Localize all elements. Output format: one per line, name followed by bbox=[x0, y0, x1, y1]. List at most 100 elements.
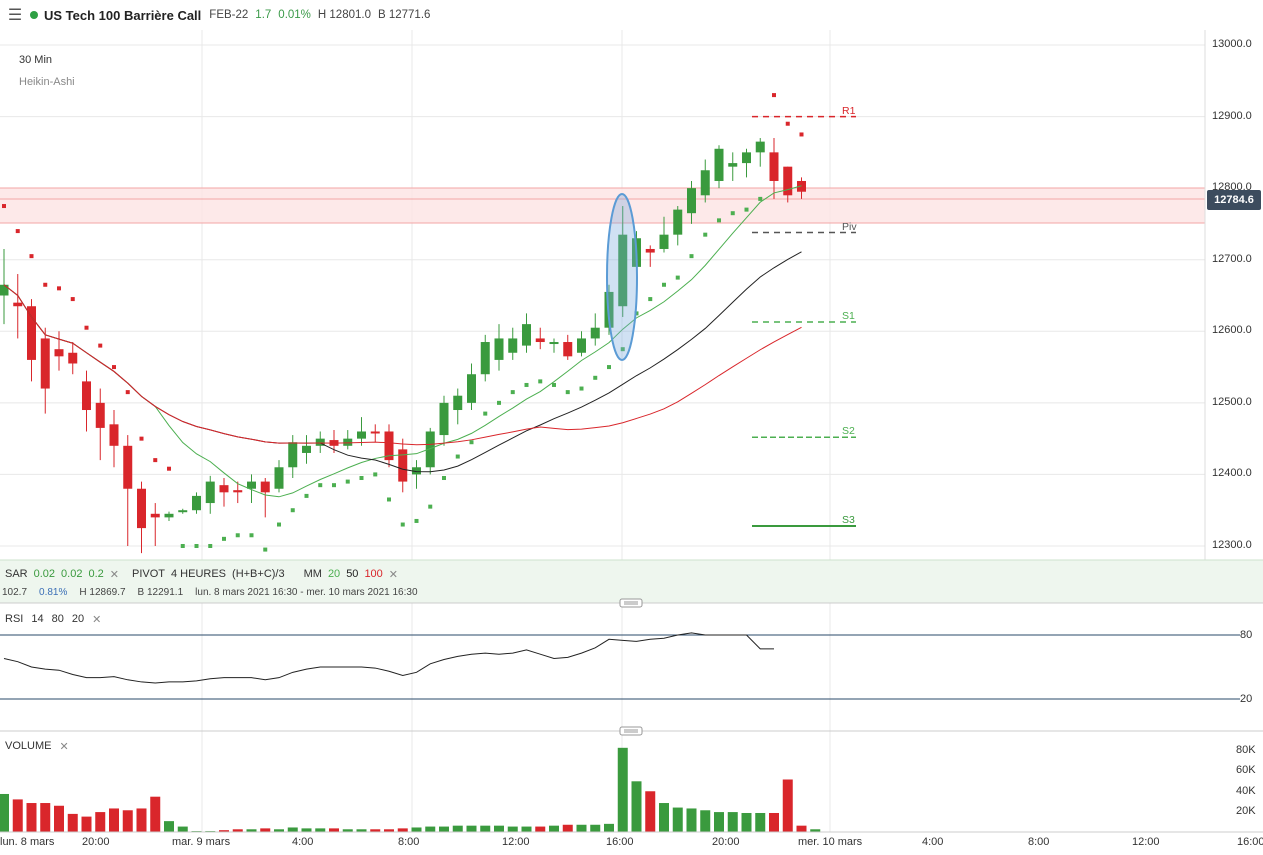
time-axis-label: 16:00 bbox=[1237, 836, 1263, 848]
volume-bar bbox=[315, 828, 326, 832]
sar-dot bbox=[510, 390, 515, 395]
sar-dot bbox=[648, 297, 653, 302]
volume-bar bbox=[26, 803, 37, 832]
volume-bar bbox=[384, 829, 394, 832]
change-value: 1.7 bbox=[255, 9, 272, 21]
pivot-name: PIVOT bbox=[131, 568, 165, 580]
time-axis-label: 20:00 bbox=[712, 836, 740, 848]
pivot-indicator-chip[interactable]: PIVOT 4 HEURES (H+B+C)/3 bbox=[126, 566, 296, 582]
resize-handle[interactable] bbox=[619, 726, 643, 736]
sar-dot bbox=[730, 211, 735, 216]
price-axis-label: 12400.0 bbox=[1212, 467, 1252, 480]
volume-level-label: 20K bbox=[1236, 804, 1256, 817]
hamburger-icon[interactable]: ☰ bbox=[7, 7, 23, 24]
chart-style-label[interactable]: Heikin-Ashi bbox=[19, 76, 75, 88]
rsi-param-1: 14 bbox=[31, 613, 44, 625]
volume-bar bbox=[425, 826, 436, 832]
close-icon[interactable]: ✕ bbox=[92, 614, 102, 626]
sar-dot bbox=[208, 544, 213, 548]
sar-dot bbox=[469, 440, 474, 445]
volume-bar bbox=[274, 829, 284, 832]
candle bbox=[384, 424, 394, 468]
candle bbox=[563, 334, 573, 360]
candle bbox=[13, 274, 23, 339]
volume-bar bbox=[810, 829, 821, 832]
sar-dot bbox=[565, 390, 570, 395]
volume-level-label: 40K bbox=[1236, 784, 1256, 797]
contract-label: FEB-22 bbox=[209, 9, 249, 21]
rsi-param-2: 80 bbox=[51, 613, 64, 625]
timeframe-label[interactable]: 30 Min bbox=[19, 54, 53, 66]
rsi-param-3: 20 bbox=[71, 613, 85, 625]
info-high: H 12869.7 bbox=[79, 587, 126, 598]
volume-bar bbox=[342, 829, 353, 832]
instrument-title[interactable]: US Tech 100 Barrière Call bbox=[44, 7, 202, 23]
volume-bar bbox=[232, 829, 243, 832]
sar-dot bbox=[98, 343, 103, 348]
volume-bar bbox=[617, 747, 628, 832]
volume-bar bbox=[439, 826, 449, 832]
sar-dot bbox=[139, 436, 144, 441]
sar-dot bbox=[414, 518, 419, 523]
volume-bars bbox=[0, 747, 821, 832]
volume-bar bbox=[562, 824, 573, 832]
sar-dot bbox=[194, 544, 199, 548]
sar-dot bbox=[607, 365, 611, 370]
volume-bar bbox=[122, 810, 133, 832]
sar-dot bbox=[799, 132, 804, 137]
sar-dot bbox=[263, 547, 268, 552]
sar-dot bbox=[483, 411, 488, 416]
candle bbox=[288, 435, 298, 479]
candle bbox=[370, 424, 380, 443]
volume-bar bbox=[40, 803, 51, 832]
candle bbox=[233, 481, 243, 504]
close-icon[interactable]: ✕ bbox=[109, 568, 119, 581]
volume-level-label: 80K bbox=[1236, 744, 1256, 756]
rsi-label: RSI 14 80 20 ✕ bbox=[5, 613, 109, 626]
highlight-ellipse bbox=[606, 193, 638, 361]
candle bbox=[205, 475, 215, 514]
candle bbox=[0, 248, 9, 325]
mm-indicator-chip[interactable]: MM 20 50 100 ✕ bbox=[298, 565, 404, 583]
sar-indicator-chip[interactable]: SAR 0.02 0.02 0.2 ✕ bbox=[0, 565, 124, 583]
volume-bar bbox=[397, 828, 408, 832]
close-icon[interactable]: ✕ bbox=[388, 568, 399, 581]
mm-param-3: 100 bbox=[364, 568, 383, 580]
high-value: H 12801.0 bbox=[317, 9, 371, 21]
mm-param-2: 50 bbox=[346, 568, 359, 580]
candle bbox=[412, 460, 421, 489]
sar-dot bbox=[758, 196, 763, 201]
volume-bar bbox=[177, 826, 188, 832]
sar-dot bbox=[620, 347, 625, 352]
volume-bar bbox=[727, 812, 738, 832]
pivot-label-s3: S3 bbox=[842, 513, 855, 526]
candle bbox=[494, 324, 504, 371]
volume-bar bbox=[150, 796, 161, 832]
sar-dot bbox=[662, 282, 666, 287]
close-icon[interactable]: ✕ bbox=[59, 741, 69, 753]
volume-bar bbox=[329, 828, 339, 832]
volume-bar bbox=[370, 829, 381, 832]
resize-handle[interactable] bbox=[619, 598, 643, 608]
candle bbox=[398, 438, 408, 493]
volume-bar bbox=[576, 824, 587, 832]
sar-param-2: 0.02 bbox=[61, 568, 83, 580]
info-pct: 0.81% bbox=[39, 587, 68, 598]
candle bbox=[302, 435, 311, 464]
sar-dot bbox=[70, 297, 75, 302]
volume-bar bbox=[287, 827, 298, 832]
volume-label: VOLUME ✕ bbox=[5, 740, 77, 753]
volume-bar bbox=[796, 825, 807, 832]
sar-dot bbox=[2, 204, 6, 209]
volume-bar bbox=[659, 803, 669, 832]
candle bbox=[687, 180, 696, 224]
candle bbox=[467, 363, 476, 411]
volume-bar bbox=[164, 821, 174, 832]
volume-bar bbox=[590, 824, 601, 832]
sar-dot bbox=[538, 379, 543, 384]
status-dot bbox=[30, 11, 38, 19]
candle bbox=[54, 331, 64, 371]
candle bbox=[577, 331, 586, 357]
time-axis-label: 8:00 bbox=[398, 836, 420, 848]
